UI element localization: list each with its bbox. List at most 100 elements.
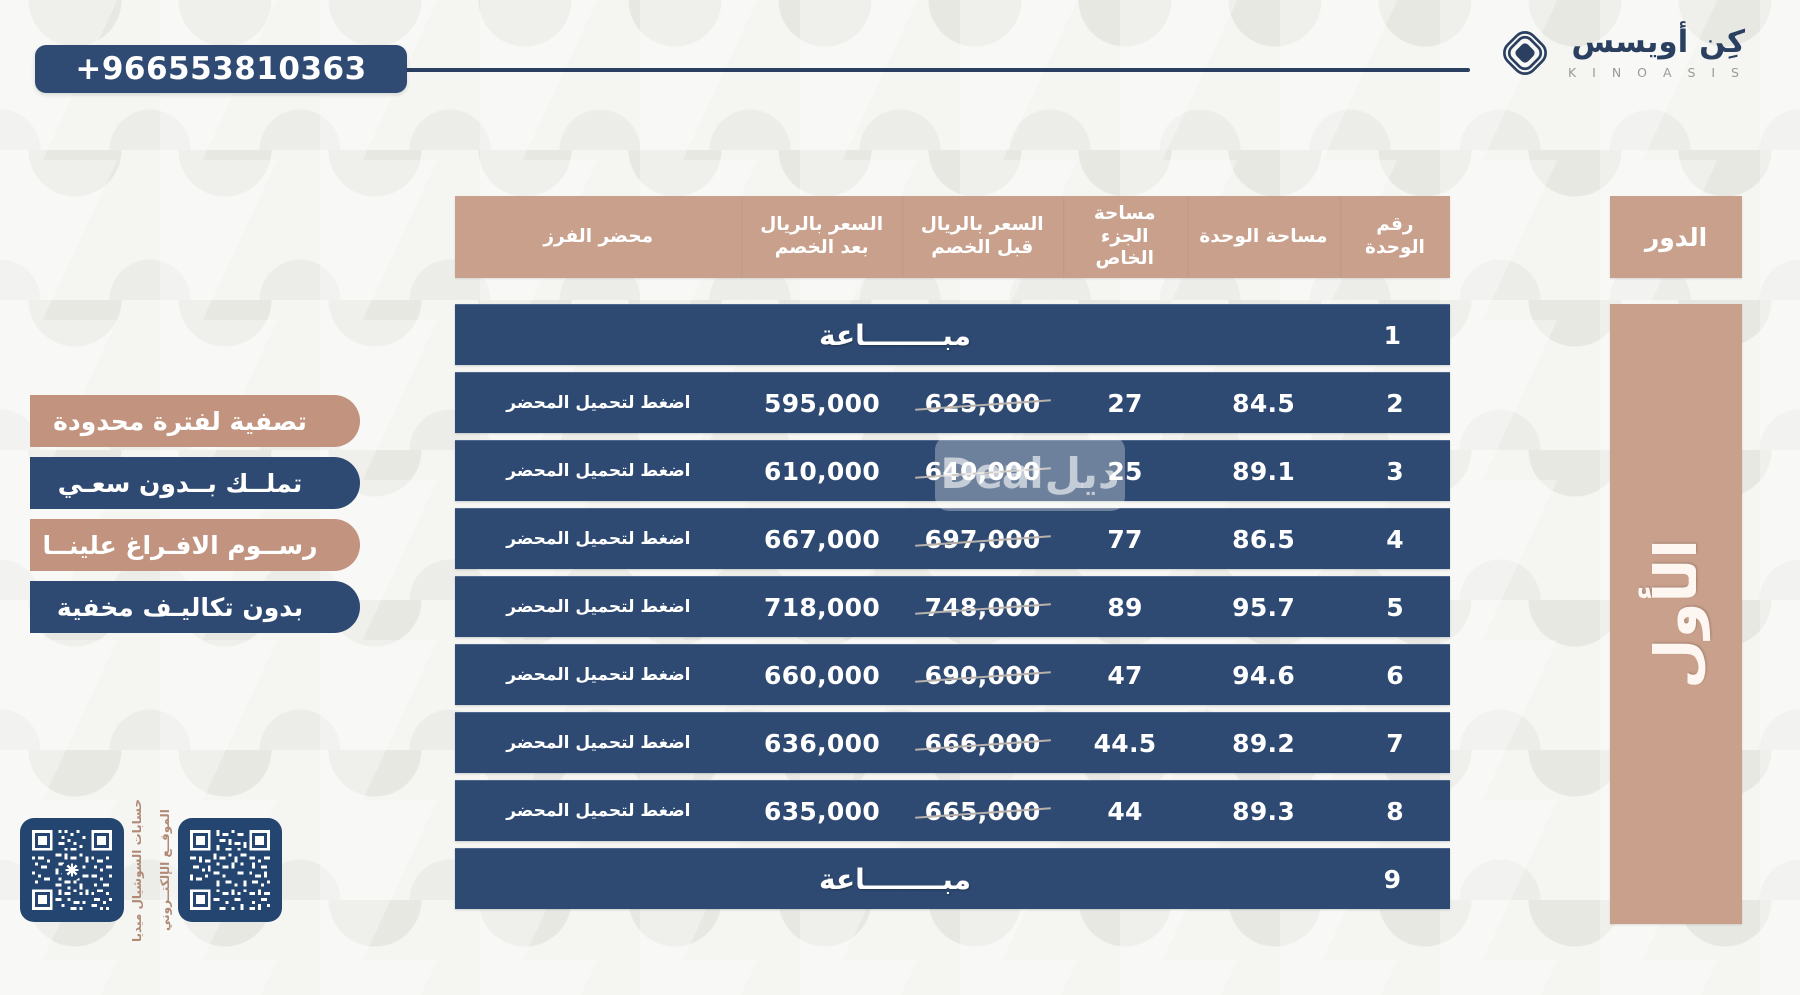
cell-price-before-discount: 625,000 bbox=[902, 373, 1063, 433]
column-header-unit-area-label: مساحة الوحدة bbox=[1199, 225, 1328, 247]
download-document-link[interactable]: اضغط لتحميل المحضر bbox=[506, 393, 691, 413]
brand-text: كِن أويسس K I N O A S I S bbox=[1568, 23, 1745, 80]
floor-column-value: الأول bbox=[1642, 539, 1710, 689]
download-document-link[interactable]: اضغط لتحميل المحضر bbox=[506, 461, 691, 481]
column-header-private-area-line2: الجزء الخاص bbox=[1095, 225, 1154, 270]
cell-unit-area: 84.5 bbox=[1232, 388, 1296, 418]
download-document-link[interactable]: اضغط لتحميل المحضر bbox=[506, 665, 691, 685]
cell-unit-area: 94.6 bbox=[1232, 660, 1296, 690]
header-divider-rule bbox=[330, 68, 1470, 72]
cell-price-after-discount: 610,000 bbox=[764, 456, 881, 486]
download-document-link[interactable]: اضغط لتحميل المحضر bbox=[506, 801, 691, 821]
cell-price-before-discount: 665,000 bbox=[902, 781, 1063, 841]
brand-name-english: K I N O A S I S bbox=[1568, 64, 1745, 80]
column-header-price-before: السعر بالريال قبل الخصم bbox=[901, 196, 1063, 278]
price-before-strikethrough: 640,000 bbox=[924, 456, 1041, 486]
qr-code-icon-website[interactable] bbox=[178, 818, 282, 922]
floor-column-header: الدور bbox=[1610, 196, 1742, 278]
page-header: كِن أويسس K I N O A S I S +966553810363 bbox=[0, 0, 1800, 120]
cell-price-before-discount: 666,000 bbox=[902, 713, 1063, 773]
download-document-link[interactable]: اضغط لتحميل المحضر bbox=[506, 597, 691, 617]
cell-price-after-discount: 667,000 bbox=[764, 524, 881, 554]
feature-badges-list: تصفية لفترة محدودة تملــك بــدون سعـي رس… bbox=[0, 395, 360, 633]
column-header-unit-number-label: رقم الوحدة bbox=[1365, 214, 1425, 258]
cell-price-before-discount: 697,000 bbox=[902, 509, 1063, 569]
cell-unit-number: 5 bbox=[1386, 592, 1404, 622]
qr-caption-website: الموقــع الإلكتــروني bbox=[158, 809, 172, 931]
cell-price-after-discount: 718,000 bbox=[764, 592, 881, 622]
units-price-table: رقم الوحدة مساحة الوحدة مساحة الجزء الخا… bbox=[455, 196, 1450, 909]
qr-code-icon-social[interactable] bbox=[20, 818, 124, 922]
cell-unit-number: 3 bbox=[1386, 456, 1404, 486]
price-before-strikethrough: 666,000 bbox=[924, 728, 1041, 758]
qr-item-social[interactable]: حسابات السوشيال ميديا bbox=[20, 798, 144, 942]
cell-unit-number: 1 bbox=[1383, 320, 1402, 350]
cell-unit-number: 7 bbox=[1386, 728, 1404, 758]
column-header-price-after-line1: السعر بالريال bbox=[760, 214, 884, 236]
cell-unit-number: 4 bbox=[1386, 524, 1404, 554]
table-row: 9 مبــــــــاعة bbox=[455, 848, 1450, 909]
feature-badge-limited-time: تصفية لفترة محدودة bbox=[30, 395, 360, 447]
qr-codes-group: حسابات السوشيال ميديا bbox=[20, 798, 320, 942]
cell-private-area: 27 bbox=[1107, 388, 1143, 418]
cell-price-after-discount: 660,000 bbox=[764, 660, 881, 690]
phone-number-badge[interactable]: +966553810363 bbox=[35, 45, 407, 93]
column-header-unit-area: مساحة الوحدة bbox=[1186, 196, 1340, 278]
table-body: 1 مبــــــــاعة 2 84.5 27 625,000 595,000 اضغط … bbox=[455, 304, 1450, 909]
cell-price-before-discount: 748,000 bbox=[902, 577, 1063, 637]
cell-private-area: 77 bbox=[1107, 524, 1143, 554]
cell-unit-area: 89.1 bbox=[1232, 456, 1296, 486]
cell-price-after-discount: 595,000 bbox=[764, 388, 881, 418]
column-header-private-area-line1: مساحة bbox=[1093, 203, 1156, 225]
table-row: 3 89.1 25 640,000 610,000 اضغط لتحميل المحضر bbox=[455, 440, 1450, 501]
column-header-price-after-line2: بعد الخصم bbox=[774, 237, 869, 258]
table-row: 1 مبــــــــاعة bbox=[455, 304, 1450, 365]
table-header-row: رقم الوحدة مساحة الوحدة مساحة الجزء الخا… bbox=[455, 196, 1450, 278]
table-row: 5 95.7 89 748,000 718,000 اضغط لتحميل المحضر bbox=[455, 576, 1450, 637]
price-before-strikethrough: 697,000 bbox=[924, 524, 1041, 554]
cell-private-area: 25 bbox=[1107, 456, 1143, 486]
floor-column-value-panel: الأول bbox=[1610, 304, 1742, 924]
cell-unit-area: 95.7 bbox=[1232, 592, 1296, 622]
cell-unit-area: 86.5 bbox=[1232, 524, 1296, 554]
cell-private-area: 47 bbox=[1107, 660, 1143, 690]
column-header-unit-number: رقم الوحدة bbox=[1339, 196, 1450, 278]
column-header-document-label: محضر الفرز bbox=[543, 225, 654, 247]
cell-price-before-discount: 640,000 bbox=[902, 441, 1063, 501]
qr-caption-social: حسابات السوشيال ميديا bbox=[130, 798, 144, 942]
cell-unit-number: 9 bbox=[1383, 864, 1402, 894]
cell-unit-number: 2 bbox=[1386, 388, 1404, 418]
floor-column: الدور الأول bbox=[1610, 196, 1742, 924]
brand-logo-group: كِن أويسس K I N O A S I S bbox=[1498, 26, 1745, 80]
column-header-document: محضر الفرز bbox=[455, 196, 742, 278]
brand-name-arabic: كِن أويسس bbox=[1571, 23, 1745, 60]
feature-badge-transfer-fees: رســوم الافـراغ علينــا bbox=[30, 519, 360, 571]
table-row: 7 89.2 44.5 666,000 636,000 اضغط لتحميل المحض… bbox=[455, 712, 1450, 773]
column-header-price-before-line2: قبل الخصم bbox=[931, 237, 1034, 258]
cell-price-before-discount: 690,000 bbox=[902, 645, 1063, 705]
cell-price-after-discount: 636,000 bbox=[764, 728, 881, 758]
feature-badge-no-commission: تملــك بــدون سعـي bbox=[30, 457, 360, 509]
download-document-link[interactable]: اضغط لتحميل المحضر bbox=[506, 529, 691, 549]
qr-item-website[interactable]: الموقــع الإلكتــروني bbox=[158, 809, 282, 931]
cell-price-after-discount: 635,000 bbox=[764, 796, 881, 826]
price-before-strikethrough: 625,000 bbox=[924, 388, 1041, 418]
price-before-strikethrough: 665,000 bbox=[924, 796, 1041, 826]
column-header-private-area: مساحة الجزء الخاص bbox=[1062, 196, 1187, 278]
cell-sold-status: مبــــــــاعة bbox=[819, 862, 971, 896]
cell-unit-area: 89.2 bbox=[1232, 728, 1296, 758]
cell-private-area: 44 bbox=[1107, 796, 1143, 826]
cell-unit-number: 8 bbox=[1386, 796, 1404, 826]
interlocking-diamond-logo-icon bbox=[1498, 26, 1552, 80]
column-header-price-after: السعر بالريال بعد الخصم bbox=[741, 196, 902, 278]
cell-unit-area: 89.3 bbox=[1232, 796, 1296, 826]
table-row: 8 89.3 44 665,000 635,000 اضغط لتحميل المحضر bbox=[455, 780, 1450, 841]
table-row: 6 94.6 47 690,000 660,000 اضغط لتحميل المحضر bbox=[455, 644, 1450, 705]
price-before-strikethrough: 748,000 bbox=[924, 592, 1041, 622]
cell-sold-status: مبــــــــاعة bbox=[819, 318, 971, 352]
cell-unit-number: 6 bbox=[1386, 660, 1404, 690]
download-document-link[interactable]: اضغط لتحميل المحضر bbox=[506, 733, 691, 753]
feature-badge-no-hidden-fees: بدون تكاليـف مخفية bbox=[30, 581, 360, 633]
table-row: 4 86.5 77 697,000 667,000 اضغط لتحميل المحضر bbox=[455, 508, 1450, 569]
